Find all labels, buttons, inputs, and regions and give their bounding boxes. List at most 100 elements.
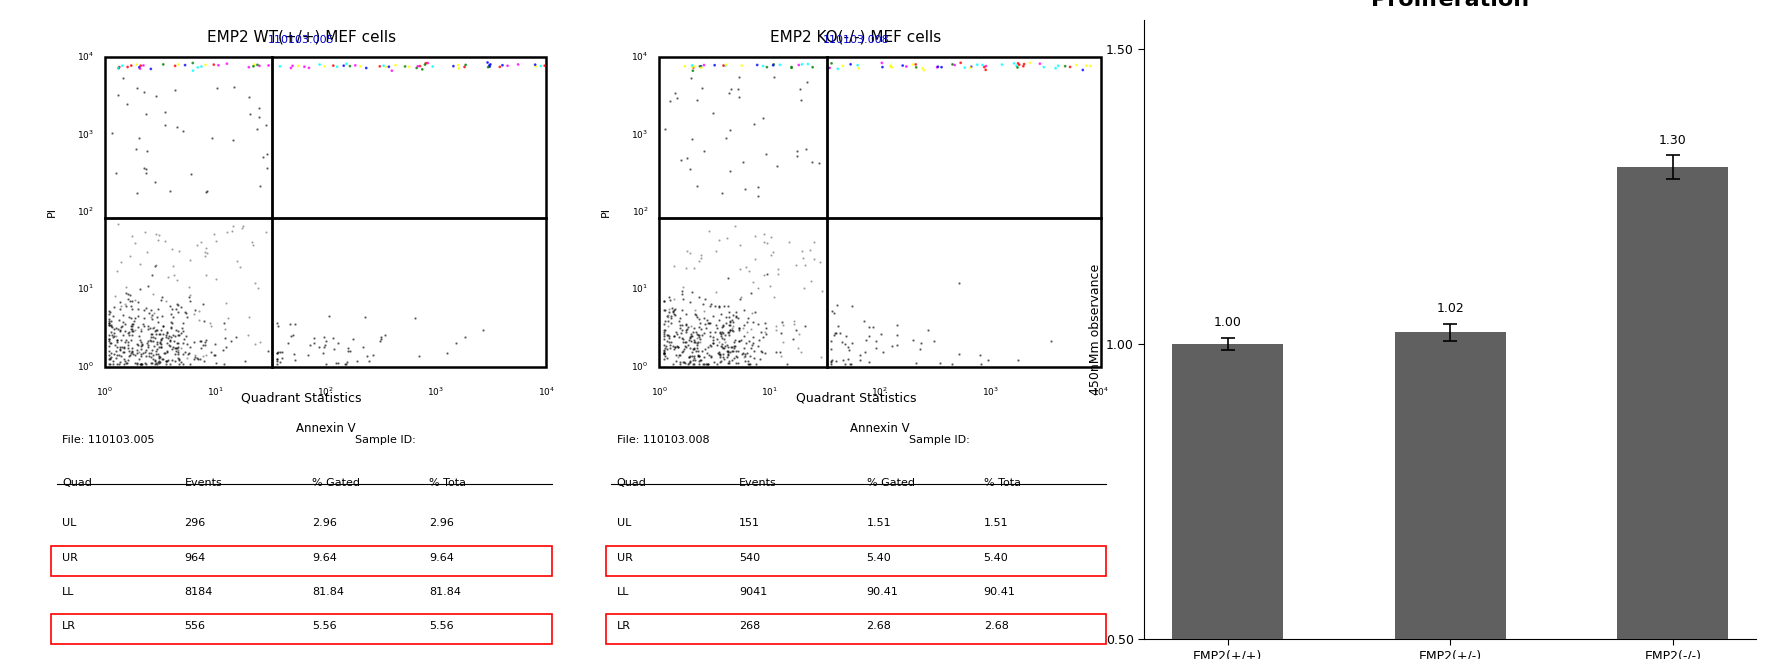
- Point: [716, 316, 745, 327]
- Point: [122, 348, 151, 358]
- Point: [473, 57, 502, 68]
- Point: [654, 337, 683, 347]
- Point: [683, 349, 711, 360]
- Point: [395, 61, 424, 72]
- Point: [371, 61, 399, 72]
- Point: [138, 358, 167, 368]
- Point: [1076, 61, 1105, 71]
- Point: [823, 63, 851, 74]
- Point: [656, 295, 684, 305]
- Text: File: 110103.008: File: 110103.008: [617, 435, 709, 445]
- Point: [704, 337, 732, 348]
- Point: [521, 59, 550, 70]
- Point: [683, 312, 711, 322]
- Point: [163, 343, 191, 353]
- Point: [137, 64, 165, 74]
- Point: [117, 343, 145, 353]
- Point: [115, 327, 144, 337]
- Point: [96, 338, 124, 349]
- Point: [878, 340, 906, 351]
- Text: $10^1$: $10^1$: [76, 283, 94, 295]
- Point: [167, 323, 195, 333]
- Point: [170, 60, 199, 71]
- Point: [693, 315, 722, 326]
- Point: [851, 335, 879, 345]
- Text: $10^0$: $10^0$: [631, 360, 649, 373]
- Point: [126, 358, 154, 369]
- Point: [342, 357, 371, 367]
- Point: [117, 312, 145, 323]
- Point: [137, 348, 165, 358]
- Point: [704, 235, 732, 245]
- Point: [110, 326, 138, 337]
- Point: [690, 145, 718, 156]
- Point: [133, 281, 161, 291]
- Point: [144, 358, 172, 369]
- Point: [138, 270, 167, 281]
- Point: [147, 342, 176, 353]
- Point: [706, 357, 734, 368]
- Point: [262, 347, 291, 358]
- Text: 964: 964: [184, 552, 206, 563]
- Point: [688, 358, 716, 369]
- Point: [98, 326, 126, 337]
- Point: [947, 57, 975, 68]
- Point: [684, 256, 713, 266]
- Point: [656, 343, 684, 353]
- Point: [190, 316, 218, 326]
- Point: [649, 349, 677, 360]
- Point: [126, 283, 154, 294]
- Point: [147, 292, 176, 302]
- Point: [149, 328, 177, 339]
- Text: 268: 268: [739, 621, 759, 631]
- Point: [718, 342, 746, 353]
- Point: [200, 229, 229, 240]
- Point: [649, 345, 677, 355]
- Point: [715, 324, 743, 335]
- Point: [656, 313, 684, 324]
- Point: [323, 358, 351, 368]
- Point: [679, 63, 707, 73]
- Point: [837, 358, 865, 369]
- Point: [676, 355, 704, 366]
- Point: [154, 330, 183, 341]
- Point: [156, 316, 184, 327]
- Point: [353, 351, 381, 361]
- Point: [686, 330, 715, 340]
- Point: [780, 316, 808, 326]
- Point: [176, 254, 204, 265]
- Point: [743, 283, 771, 293]
- Point: [720, 221, 748, 231]
- Point: [355, 355, 383, 366]
- Point: [137, 312, 165, 322]
- Point: [211, 298, 239, 308]
- Point: [96, 320, 124, 330]
- Point: [234, 62, 262, 72]
- Point: [1055, 62, 1083, 72]
- Point: [707, 320, 736, 330]
- Point: [734, 356, 762, 366]
- Point: [330, 61, 358, 71]
- Point: [867, 62, 895, 72]
- Point: [668, 304, 697, 315]
- Point: [99, 331, 128, 342]
- Point: [828, 336, 856, 347]
- Point: [695, 340, 723, 351]
- Point: [768, 337, 796, 347]
- Point: [699, 332, 727, 343]
- Point: [715, 357, 743, 368]
- Point: [200, 339, 229, 349]
- Point: [316, 311, 344, 322]
- Point: [160, 330, 188, 340]
- Point: [161, 349, 190, 360]
- Text: Quad: Quad: [62, 478, 92, 488]
- Point: [716, 345, 745, 356]
- Point: [652, 336, 681, 347]
- Point: [145, 352, 174, 362]
- Point: [161, 345, 190, 356]
- Point: [718, 346, 746, 357]
- Point: [144, 339, 172, 349]
- Point: [238, 236, 266, 246]
- Point: [181, 350, 209, 360]
- Point: [651, 341, 679, 352]
